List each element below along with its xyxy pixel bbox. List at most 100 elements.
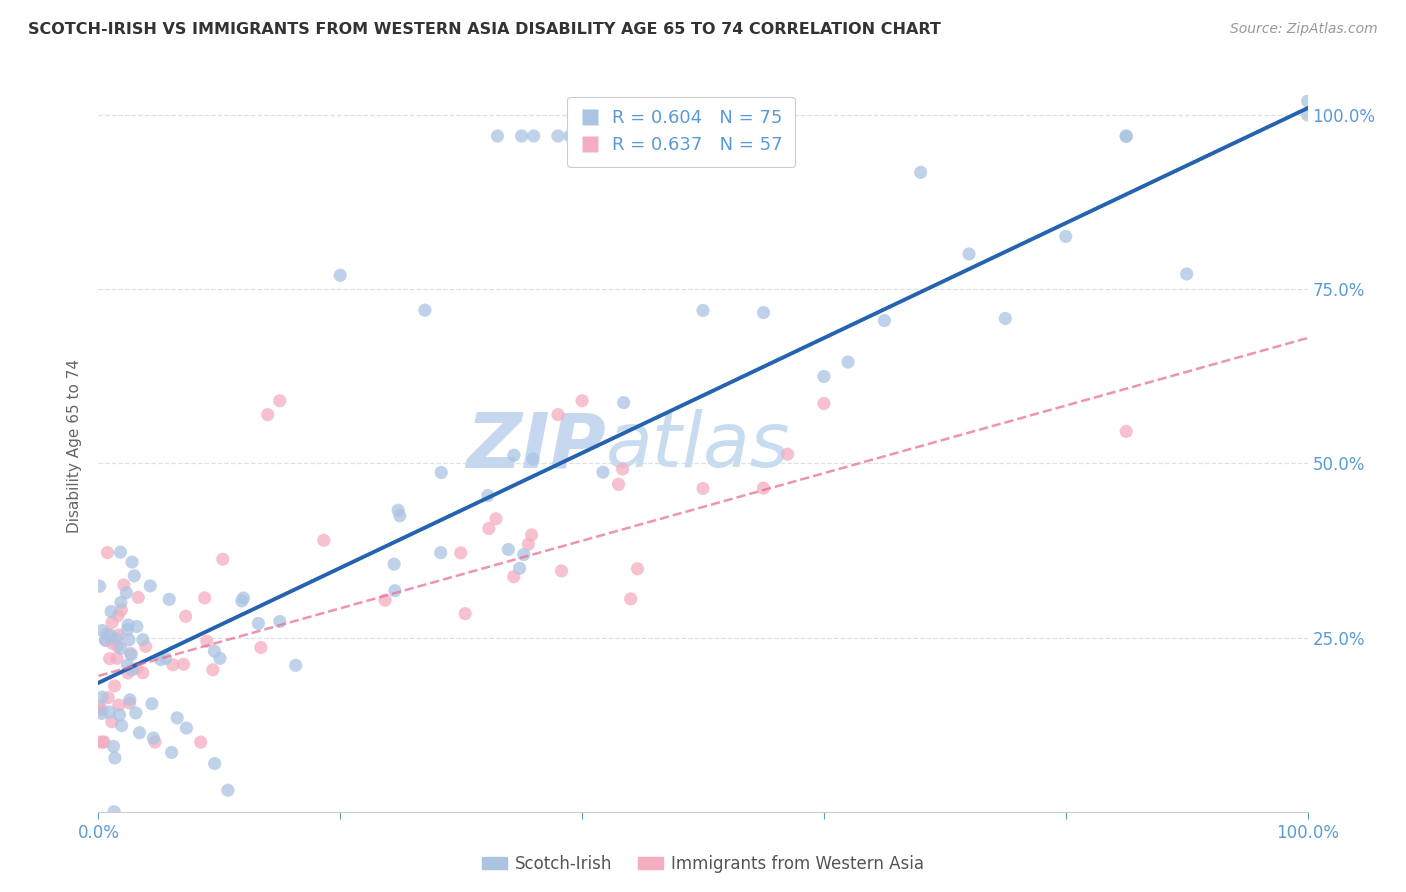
Point bbox=[204, 644, 226, 658]
Point bbox=[256, 408, 278, 422]
Point bbox=[498, 542, 520, 557]
Point bbox=[94, 633, 117, 648]
Point bbox=[143, 735, 166, 749]
Point bbox=[157, 592, 180, 607]
Point bbox=[105, 632, 128, 646]
Point bbox=[190, 735, 212, 749]
Point bbox=[125, 619, 148, 633]
Y-axis label: Disability Age 65 to 74: Disability Age 65 to 74 bbox=[67, 359, 83, 533]
Point bbox=[477, 488, 499, 502]
Point bbox=[132, 665, 155, 680]
Point bbox=[98, 628, 121, 642]
Point bbox=[208, 651, 231, 665]
Text: atlas: atlas bbox=[606, 409, 790, 483]
Point bbox=[232, 591, 254, 605]
Point bbox=[607, 477, 630, 491]
Point bbox=[550, 564, 572, 578]
Point bbox=[142, 731, 165, 745]
Point bbox=[1054, 229, 1077, 244]
Point bbox=[141, 697, 163, 711]
Point bbox=[776, 447, 799, 461]
Point bbox=[98, 705, 121, 719]
Point bbox=[110, 641, 132, 656]
Point bbox=[382, 557, 405, 571]
Point bbox=[89, 699, 111, 714]
Point bbox=[910, 165, 932, 179]
Point bbox=[269, 393, 291, 408]
Point bbox=[105, 651, 128, 665]
Point bbox=[692, 303, 714, 318]
Point bbox=[502, 570, 524, 584]
Point bbox=[115, 586, 138, 600]
Point bbox=[107, 608, 129, 623]
Point bbox=[1296, 108, 1319, 122]
Point bbox=[994, 311, 1017, 326]
Point bbox=[201, 663, 224, 677]
Point bbox=[211, 552, 233, 566]
Point bbox=[122, 569, 145, 583]
Point bbox=[93, 735, 115, 749]
Point bbox=[117, 658, 139, 673]
Point bbox=[522, 452, 544, 467]
Point bbox=[620, 591, 643, 606]
Point bbox=[478, 521, 501, 535]
Point bbox=[384, 583, 406, 598]
Point bbox=[90, 706, 112, 721]
Point bbox=[155, 651, 177, 665]
Point bbox=[247, 616, 270, 631]
Point bbox=[752, 305, 775, 319]
Point bbox=[612, 462, 634, 476]
Point bbox=[813, 396, 835, 410]
Point bbox=[139, 579, 162, 593]
Point bbox=[107, 628, 129, 642]
Point bbox=[105, 640, 128, 654]
Point bbox=[231, 594, 253, 608]
Point bbox=[250, 640, 273, 655]
Point bbox=[413, 303, 436, 318]
Point bbox=[127, 591, 149, 605]
Point bbox=[101, 636, 124, 650]
Point bbox=[510, 128, 533, 143]
Point bbox=[374, 593, 396, 607]
Point bbox=[1175, 267, 1198, 281]
Point bbox=[125, 662, 148, 676]
Point bbox=[194, 591, 217, 605]
Point bbox=[547, 408, 569, 422]
Point bbox=[96, 627, 118, 641]
Point bbox=[91, 690, 114, 705]
Point bbox=[454, 607, 477, 621]
Point bbox=[128, 725, 150, 739]
Point bbox=[547, 128, 569, 143]
Point bbox=[269, 615, 291, 629]
Point bbox=[485, 512, 508, 526]
Point bbox=[103, 679, 125, 693]
Point bbox=[312, 533, 335, 548]
Legend: Scotch-Irish, Immigrants from Western Asia: Scotch-Irish, Immigrants from Western As… bbox=[475, 848, 931, 880]
Point bbox=[101, 615, 124, 630]
Point bbox=[112, 578, 135, 592]
Point bbox=[613, 395, 636, 409]
Point bbox=[160, 746, 183, 760]
Point bbox=[96, 545, 118, 559]
Point bbox=[110, 545, 132, 559]
Point bbox=[217, 783, 239, 797]
Point bbox=[118, 632, 141, 647]
Point bbox=[120, 646, 142, 660]
Point bbox=[329, 268, 352, 283]
Point bbox=[103, 805, 125, 819]
Point bbox=[118, 696, 141, 710]
Point bbox=[284, 658, 307, 673]
Point bbox=[103, 739, 125, 754]
Point bbox=[135, 640, 157, 654]
Point bbox=[583, 128, 606, 143]
Point bbox=[104, 751, 127, 765]
Point bbox=[195, 634, 218, 648]
Point bbox=[91, 735, 114, 749]
Point bbox=[91, 624, 114, 638]
Point bbox=[108, 707, 131, 722]
Point bbox=[149, 652, 172, 666]
Point bbox=[387, 503, 409, 517]
Point bbox=[117, 618, 139, 632]
Point bbox=[957, 247, 980, 261]
Point bbox=[592, 465, 614, 479]
